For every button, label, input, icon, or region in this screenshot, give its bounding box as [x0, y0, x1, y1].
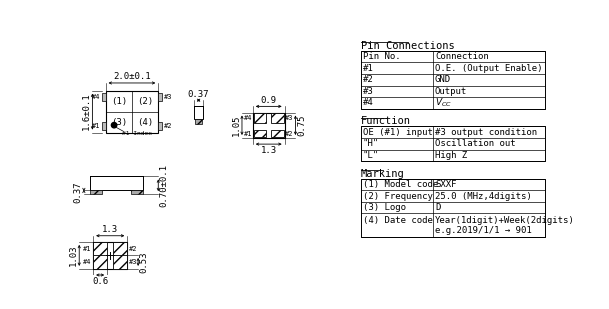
Bar [361, 126, 545, 161]
Bar [253, 112, 284, 138]
Text: 1.6±0.1: 1.6±0.1 [82, 93, 91, 130]
Bar [102, 122, 105, 130]
Text: #1 Index: #1 Index [122, 131, 152, 136]
Text: (2): (2) [137, 97, 153, 106]
Bar [131, 189, 143, 194]
Text: 1.03: 1.03 [69, 245, 78, 266]
Text: 1.3: 1.3 [261, 146, 276, 154]
Text: 1.3: 1.3 [102, 225, 118, 234]
Text: Oscillation out: Oscillation out [435, 139, 516, 148]
Bar [93, 255, 107, 269]
Text: #2: #2 [164, 123, 172, 129]
Text: Output: Output [435, 87, 467, 96]
Bar [158, 93, 162, 101]
Bar [102, 93, 105, 101]
Text: 0.75: 0.75 [297, 115, 306, 136]
Text: 0.6: 0.6 [92, 277, 108, 286]
Text: #1: #1 [244, 131, 252, 137]
Text: #4: #4 [83, 259, 91, 265]
Bar [253, 113, 266, 123]
Text: (1) Model code: (1) Model code [363, 180, 438, 189]
Text: 25.0 (MHz,4digits): 25.0 (MHz,4digits) [435, 192, 532, 201]
Bar [272, 130, 284, 137]
Text: #3: #3 [129, 259, 137, 265]
Text: "H": "H" [363, 139, 379, 148]
Bar [361, 179, 545, 236]
Text: #3: #3 [286, 115, 294, 121]
Text: #4: #4 [363, 98, 374, 108]
Text: #1: #1 [363, 64, 374, 73]
Circle shape [111, 122, 117, 128]
Text: 1.05: 1.05 [231, 115, 241, 136]
Bar [90, 189, 102, 194]
Bar [272, 113, 284, 123]
Text: (4) Date code: (4) Date code [363, 216, 433, 225]
Text: 0.37: 0.37 [73, 181, 82, 203]
Text: #4: #4 [244, 115, 252, 121]
Text: Function: Function [361, 116, 410, 126]
Text: #2: #2 [363, 75, 374, 84]
Text: Pin Connections: Pin Connections [361, 41, 454, 51]
Text: 0.37: 0.37 [188, 90, 209, 99]
Text: #3: #3 [164, 94, 172, 100]
Bar [361, 51, 545, 109]
Text: High Z: High Z [435, 151, 467, 160]
Text: #1: #1 [91, 123, 100, 129]
Bar [105, 91, 158, 133]
Text: 0.9: 0.9 [261, 96, 276, 105]
Bar [195, 120, 202, 124]
Text: D: D [435, 203, 440, 212]
Bar [194, 106, 203, 120]
Text: (3): (3) [111, 118, 127, 127]
Text: 0.70±0.1: 0.70±0.1 [160, 164, 169, 207]
Text: "L": "L" [363, 151, 379, 160]
Bar [113, 242, 127, 256]
Text: Connection: Connection [435, 52, 488, 61]
Text: #2: #2 [129, 246, 137, 252]
Text: #4: #4 [91, 94, 100, 100]
Text: (2) Frequency: (2) Frequency [363, 192, 433, 201]
Text: SXXF: SXXF [435, 180, 457, 189]
Text: e.g.2019/1/1 → 901: e.g.2019/1/1 → 901 [435, 226, 532, 235]
Bar [113, 255, 127, 269]
Text: #2: #2 [286, 131, 294, 137]
Bar [93, 242, 127, 269]
Text: Pin No.: Pin No. [363, 52, 401, 61]
Text: #3: #3 [363, 87, 374, 96]
Text: O.E. (Output Enable): O.E. (Output Enable) [435, 64, 543, 73]
Text: (4): (4) [137, 118, 153, 127]
Text: Year(1digit)+Week(2digits): Year(1digit)+Week(2digits) [435, 216, 575, 225]
Text: 0.53: 0.53 [139, 251, 149, 273]
Text: (1): (1) [111, 97, 127, 106]
Text: OE (#1) input: OE (#1) input [363, 128, 433, 137]
Text: (3) Logo: (3) Logo [363, 203, 406, 212]
Text: #1: #1 [83, 246, 91, 252]
Text: $V_{CC}$: $V_{CC}$ [435, 97, 452, 109]
Bar [93, 242, 107, 256]
Text: GND: GND [435, 75, 451, 84]
Text: 2.0±0.1: 2.0±0.1 [113, 72, 151, 82]
Bar [253, 130, 266, 137]
Bar [90, 176, 143, 189]
Text: #3 output condition: #3 output condition [435, 128, 537, 137]
Bar [158, 122, 162, 130]
Text: Marking: Marking [361, 169, 404, 179]
